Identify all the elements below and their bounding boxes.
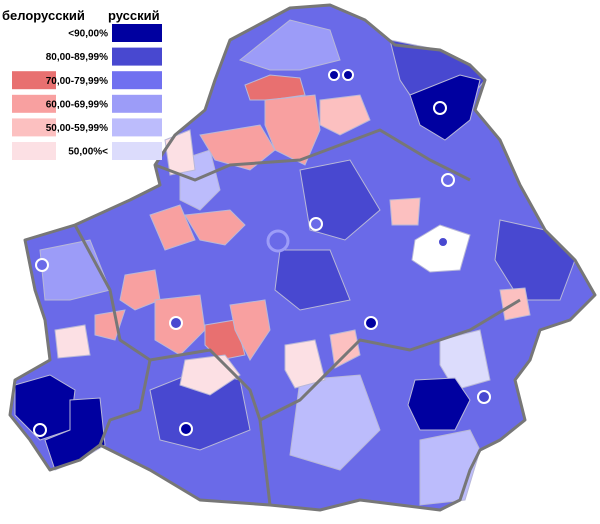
legend-swatch <box>112 24 162 42</box>
district <box>264 94 321 166</box>
region-border <box>8 3 597 512</box>
city-marker <box>328 69 340 81</box>
legend-swatch <box>12 94 56 113</box>
city-marker <box>169 316 183 330</box>
city-marker <box>441 173 455 187</box>
city-marker <box>179 422 193 436</box>
district <box>289 374 381 471</box>
district <box>389 197 421 226</box>
district <box>319 94 371 136</box>
district <box>439 329 491 391</box>
legend-swatch <box>112 71 162 90</box>
city-marker <box>477 390 491 404</box>
district <box>411 224 471 273</box>
legend-swatch <box>12 118 56 137</box>
district <box>284 339 326 389</box>
legend-swatch <box>12 71 56 90</box>
city-marker <box>266 229 290 253</box>
city-marker <box>33 423 47 437</box>
city-marker <box>437 236 449 248</box>
city-marker <box>35 258 49 272</box>
legend-swatch <box>112 47 162 66</box>
district <box>184 209 246 246</box>
city-marker <box>433 101 447 115</box>
legend-label: 80,00-89,99% <box>46 52 108 63</box>
legend-header: белорусский <box>2 8 85 23</box>
region-border <box>73 224 521 422</box>
legend-label: <90,00% <box>68 29 108 40</box>
district <box>149 204 196 251</box>
legend-swatch <box>112 118 162 137</box>
legend-header: русский <box>108 8 160 23</box>
district <box>54 324 91 359</box>
district <box>238 19 341 71</box>
legend-swatch <box>12 142 56 160</box>
legend-swatch <box>112 94 162 113</box>
region-border <box>154 128 471 182</box>
district <box>119 269 161 311</box>
district <box>407 377 471 431</box>
city-marker <box>309 217 323 231</box>
city-marker <box>364 316 378 330</box>
legend: белорусский русский <90,00% 80,00-89,99% 7… <box>2 8 162 160</box>
legend-label: 70,00-79,99% <box>46 76 108 87</box>
legend-label: 50,00%< <box>68 147 108 158</box>
district <box>329 329 361 369</box>
district <box>244 74 306 101</box>
legend-swatch <box>112 142 162 160</box>
district <box>229 299 271 361</box>
region-border <box>98 359 152 446</box>
district <box>164 129 196 176</box>
city-marker <box>342 69 354 81</box>
legend-label: 60,00-69,99% <box>46 99 108 110</box>
legend-label: 50,00-59,99% <box>46 123 108 134</box>
district <box>199 124 276 171</box>
city-markers <box>33 69 491 437</box>
district <box>274 249 351 311</box>
region-border <box>258 419 272 506</box>
